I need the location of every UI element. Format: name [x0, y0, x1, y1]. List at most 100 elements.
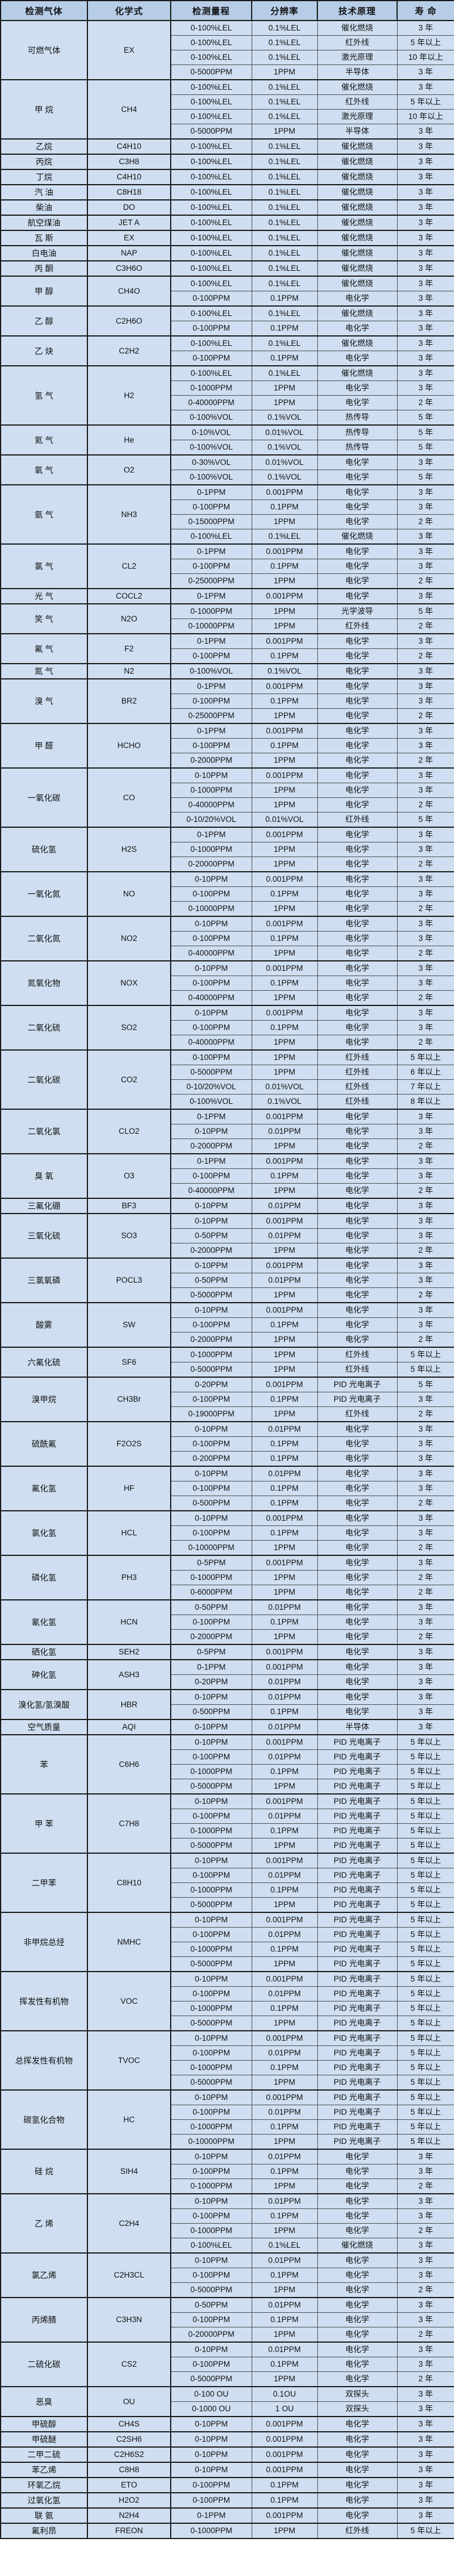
principle-cell: 电化学: [317, 2179, 398, 2194]
resolution-cell: 1PPM: [251, 395, 318, 410]
principle-cell: PID 光电离子: [317, 2119, 398, 2135]
resolution-cell: 1PPM: [251, 1287, 318, 1303]
range-cell: 0-100PPM: [170, 291, 252, 307]
lifetime-cell: 3 年: [397, 1421, 454, 1437]
resolution-cell: 1PPM: [251, 573, 318, 589]
resolution-cell: 1PPM: [251, 2523, 318, 2539]
lifetime-cell: 3 年: [397, 1228, 454, 1243]
formula-cell: C2H2: [87, 335, 171, 366]
formula-cell: N2H4: [87, 2507, 171, 2524]
principle-cell: PID 光电离子: [317, 1809, 398, 1824]
resolution-cell: 0.01PPM: [251, 1228, 318, 1243]
resolution-cell: 0.1PPM: [251, 1392, 318, 1407]
range-cell: 0-1000PPM: [170, 603, 252, 619]
table-row: 0-10/20%VOL 0.01%VOL 红外线 5 年: [1, 812, 454, 828]
lifetime-cell: 3 年: [397, 2312, 454, 2327]
resolution-cell: 0.01PPM: [251, 1868, 318, 1883]
principle-cell: 双探头: [317, 2401, 398, 2417]
principle-cell: 催化燃烧: [317, 169, 398, 185]
range-cell: 0-100%LEL: [170, 245, 252, 261]
formula-cell: SO2: [87, 1005, 171, 1051]
resolution-cell: 0.001PPM: [251, 767, 318, 783]
principle-cell: 电化学: [317, 2268, 398, 2283]
range-cell: 0-20000PPM: [170, 857, 252, 872]
formula-cell: C8H8: [87, 2462, 171, 2478]
resolution-cell: 0.01%VOL: [251, 424, 318, 440]
lifetime-cell: 3 年: [397, 230, 454, 246]
resolution-cell: 0.1PPM: [251, 2001, 318, 2016]
lifetime-cell: 3 年: [397, 305, 454, 321]
table-row: 0-1000PPM 0.1PPM PID 光电离子 5 年以上: [1, 2001, 454, 2016]
resolution-cell: 0.1PPM: [251, 1882, 318, 1898]
gas-name-cell: 甲硫醚: [0, 2431, 88, 2448]
principle-cell: PID 光电离子: [317, 1882, 398, 1898]
resolution-cell: 0.1PPM: [251, 2119, 318, 2135]
formula-cell: C4H10: [87, 138, 171, 155]
range-cell: 0-2000PPM: [170, 753, 252, 769]
range-cell: 0-10PPM: [170, 1689, 252, 1705]
table-row: 0-100PPM 0.1PPM 电化学 3 年: [1, 2268, 454, 2283]
resolution-cell: 0.1PPM: [251, 1525, 318, 1541]
range-cell: 0-5000PPM: [170, 1065, 252, 1080]
gas-name-cell: 甲 醛: [0, 723, 88, 769]
principle-cell: 电化学: [317, 1273, 398, 1288]
range-cell: 0-10PPM: [170, 2030, 252, 2046]
lifetime-cell: 5 年以上: [397, 1882, 454, 1898]
resolution-cell: 0.1%LEL: [251, 230, 318, 246]
gas-name-cell: 苯乙烯: [0, 2462, 88, 2478]
resolution-cell: 0.1PPM: [251, 2492, 318, 2509]
principle-cell: 催化燃烧: [317, 138, 398, 155]
lifetime-cell: 3 年: [397, 1153, 454, 1169]
gas-name-cell: 甲 烷: [0, 79, 88, 140]
principle-cell: 电化学: [317, 738, 398, 753]
range-cell: 0-40000PPM: [170, 797, 252, 813]
table-row: 0-6000PPM 1PPM 电化学 2 年: [1, 1585, 454, 1600]
resolution-cell: 0.1%LEL: [251, 365, 318, 381]
table-row: 0-100PPM 0.1PPM 电化学 3 年: [1, 1615, 454, 1630]
resolution-cell: 0.01PPM: [251, 2105, 318, 2120]
lifetime-cell: 3 年: [397, 215, 454, 231]
range-cell: 0-10PPM: [170, 1466, 252, 1481]
range-cell: 0-20PPM: [170, 1674, 252, 1690]
principle-cell: PID 光电离子: [317, 1986, 398, 2001]
principle-cell: 电化学: [317, 559, 398, 574]
range-cell: 0-1000PPM: [170, 1570, 252, 1585]
range-cell: 0-2000PPM: [170, 1139, 252, 1154]
resolution-cell: 0.1PPM: [251, 2164, 318, 2179]
principle-cell: 红外线: [317, 1079, 398, 1095]
lifetime-cell: 3 年: [397, 124, 454, 140]
range-cell: 0-10PPM: [170, 1005, 252, 1021]
principle-cell: 电化学: [317, 2223, 398, 2238]
gas-name-cell: 溴甲烷: [0, 1377, 88, 1422]
lifetime-cell: 3 年: [397, 260, 454, 277]
lifetime-cell: 3 年: [397, 1510, 454, 1526]
formula-cell: C8H10: [87, 1853, 171, 1913]
principle-cell: 电化学: [317, 588, 398, 604]
lifetime-cell: 2 年: [397, 395, 454, 410]
resolution-cell: 0.1PPM: [251, 291, 318, 307]
table-row: 二甲二硫 C2H6S2 0-10PPM 0.001PPM 电化学 3 年: [0, 2446, 454, 2463]
table-row: 0-100PPM 0.1PPM 电化学 3 年: [1, 1020, 454, 1035]
lifetime-cell: 2 年: [397, 1496, 454, 1511]
table-row: 0-1000PPM 0.1PPM PID 光电离子 5 年以上: [1, 1942, 454, 1957]
table-row: 0-19000PPM 1PPM 红外线 2 年: [1, 1406, 454, 1422]
range-cell: 0-10PPM: [170, 2149, 252, 2164]
range-cell: 0-1PPM: [170, 1659, 252, 1675]
lifetime-cell: 3 年: [397, 827, 454, 842]
resolution-cell: 1PPM: [251, 1362, 318, 1378]
principle-cell: 电化学: [317, 871, 398, 887]
lifetime-cell: 2 年: [397, 2282, 454, 2298]
table-row: 0-5000PPM 1PPM 电化学 2 年: [1, 2282, 454, 2298]
principle-cell: 电化学: [317, 797, 398, 813]
table-row: 0-25000PPM 1PPM 电化学 2 年: [1, 573, 454, 589]
table-row: 臭 氧 O3 0-1PPM 0.001PPM 电化学 3 年: [0, 1153, 454, 1199]
range-cell: 0-5000PPM: [170, 1779, 252, 1795]
resolution-cell: 0.1PPM: [251, 321, 318, 337]
principle-cell: 电化学: [317, 842, 398, 857]
gas-name-cell: 联 氨: [0, 2507, 88, 2524]
range-cell: 0-1000PPM: [170, 2001, 252, 2016]
range-cell: 0-100%LEL: [170, 79, 252, 95]
gas-name-cell: 二氧化氮: [0, 916, 88, 961]
lifetime-cell: 2 年: [397, 2371, 454, 2387]
principle-cell: 催化燃烧: [317, 335, 398, 351]
